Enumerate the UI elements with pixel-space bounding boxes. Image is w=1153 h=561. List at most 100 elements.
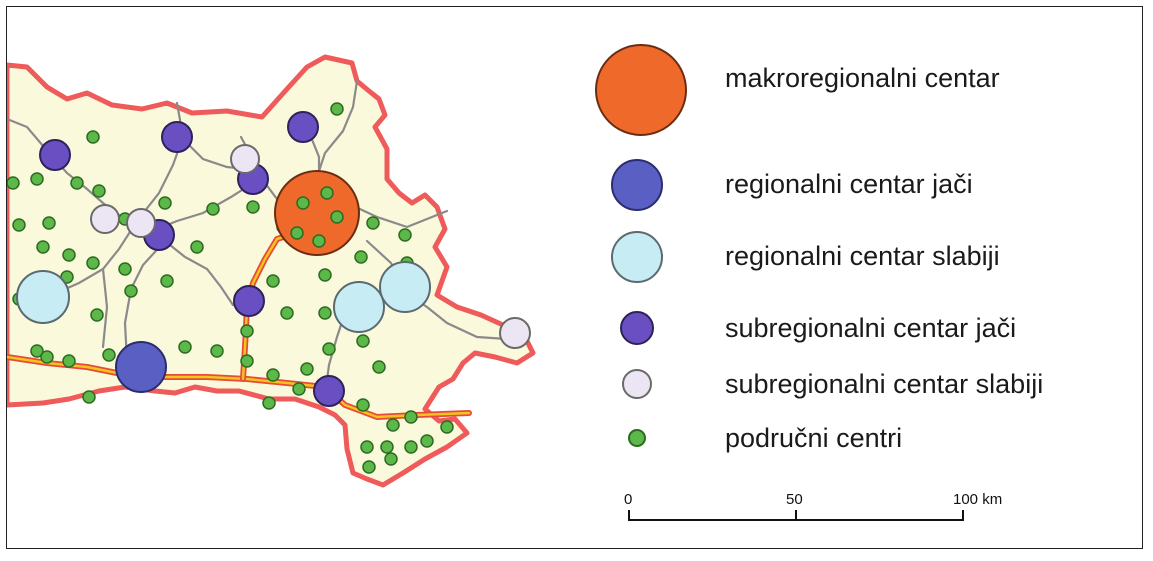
area-centre-dot	[362, 460, 376, 474]
area-centre-dot	[420, 434, 434, 448]
area-centre-dot	[70, 176, 84, 190]
legend-item-subregional-weak: subregionalni centar slabiji	[597, 361, 1137, 421]
area-centre-dot	[312, 234, 326, 248]
area-centre-symbol	[628, 429, 646, 447]
subregional-weak-symbol	[622, 369, 652, 399]
area-centre-dot	[398, 228, 412, 242]
legend-item-area-centres: područni centri	[597, 417, 1137, 477]
minor-road	[345, 201, 449, 229]
legend-label: subregionalni centar slabiji	[725, 369, 1044, 399]
area-centre-dot	[366, 216, 380, 230]
subregional-strong-centre	[233, 285, 265, 317]
scale-tick-0: 0	[624, 491, 633, 508]
subregional-strong-centre	[39, 139, 71, 171]
area-centre-dot	[280, 306, 294, 320]
regional-weak-symbol	[611, 231, 663, 283]
region-area	[7, 54, 536, 488]
subregional-strong-centre	[313, 375, 345, 407]
regional-weak-centre	[16, 270, 70, 324]
legend-item-subregional-strong: subregionalni centar jači	[597, 303, 1137, 363]
legend-item-macro: makroregionalni centar	[595, 44, 1137, 136]
scale-tick-50: 50	[786, 491, 803, 508]
area-centre-dot	[62, 354, 76, 368]
subregional-strong-centre	[287, 111, 319, 143]
legend-label: makroregionalni centar	[725, 63, 1000, 93]
area-centre-dot	[262, 396, 276, 410]
map-frame: makroregionalni centar regionalni centar…	[6, 6, 1143, 549]
subregional-weak-centre	[230, 144, 260, 174]
subregional-weak-centre	[90, 204, 120, 234]
area-centre-dot	[158, 196, 172, 210]
area-centre-dot	[118, 262, 132, 276]
legend-label: subregionalni centar jači	[725, 313, 1017, 343]
area-centre-dot	[12, 218, 26, 232]
area-centre-dot	[322, 342, 336, 356]
area-centre-dot	[330, 210, 344, 224]
area-centre-dot	[102, 348, 116, 362]
area-centre-dot	[360, 440, 374, 454]
minor-road	[101, 267, 109, 349]
area-centre-dot	[124, 284, 138, 298]
area-centre-dot	[30, 172, 44, 186]
area-centre-dot	[320, 186, 334, 200]
area-centre-dot	[386, 418, 400, 432]
area-centre-dot	[86, 256, 100, 270]
area-centre-dot	[7, 176, 20, 190]
regional-weak-centre	[333, 281, 385, 333]
area-centre-dot	[354, 250, 368, 264]
area-centre-dot	[318, 306, 332, 320]
area-centre-dot	[240, 354, 254, 368]
subregional-weak-centre	[126, 208, 156, 238]
area-centre-dot	[404, 410, 418, 424]
area-centre-dot	[300, 362, 314, 376]
major-road	[241, 229, 305, 381]
minor-road	[315, 79, 359, 179]
area-centre-dot	[40, 350, 54, 364]
area-centre-dot	[190, 240, 204, 254]
subregional-strong-symbol	[620, 311, 654, 345]
subregional-weak-centre	[499, 317, 531, 349]
area-centre-dot	[178, 340, 192, 354]
area-centre-dot	[440, 420, 454, 434]
area-centre-dot	[210, 344, 224, 358]
minor-road	[155, 181, 255, 231]
area-centre-dot	[240, 324, 254, 338]
area-centre-dot	[356, 334, 370, 348]
area-centre-dot	[266, 368, 280, 382]
area-centre-dot	[62, 248, 76, 262]
area-centre-dot	[42, 216, 56, 230]
scale-tick-100: 100 km	[953, 491, 1003, 508]
area-centre-dot	[318, 268, 332, 282]
area-centre-dot	[92, 184, 106, 198]
area-centre-dot	[356, 398, 370, 412]
area-centre-dot	[330, 102, 344, 116]
area-centre-dot	[86, 130, 100, 144]
legend-item-regional-weak: regionalni centar slabiji	[597, 227, 1137, 287]
regional-strong-centre	[115, 341, 167, 393]
area-centre-dot	[266, 274, 280, 288]
area-centre-dot	[30, 344, 44, 358]
regional-strong-symbol	[611, 159, 663, 211]
area-centre-dot	[372, 360, 386, 374]
area-centre-dot	[380, 440, 394, 454]
area-centre-dot	[404, 440, 418, 454]
macro-centre-symbol	[595, 44, 687, 136]
area-centre-dot	[246, 200, 260, 214]
area-centre-dot	[296, 196, 310, 210]
regional-weak-centre	[379, 261, 431, 313]
legend-item-regional-strong: regionalni centar jači	[597, 157, 1137, 217]
area-centre-dot	[384, 452, 398, 466]
map-area	[7, 54, 536, 488]
area-centre-dot	[160, 274, 174, 288]
area-centre-dot	[90, 308, 104, 322]
area-centre-dot	[36, 240, 50, 254]
legend-label: područni centri	[725, 423, 903, 453]
area-centre-dot	[290, 226, 304, 240]
area-centre-dot	[292, 382, 306, 396]
subregional-strong-centre	[161, 121, 193, 153]
area-centre-dot	[206, 202, 220, 216]
scale-bar	[628, 510, 964, 521]
major-road	[7, 355, 471, 419]
legend-label: regionalni centar jači	[725, 169, 973, 199]
legend-label: regionalni centar slabiji	[725, 241, 1000, 271]
